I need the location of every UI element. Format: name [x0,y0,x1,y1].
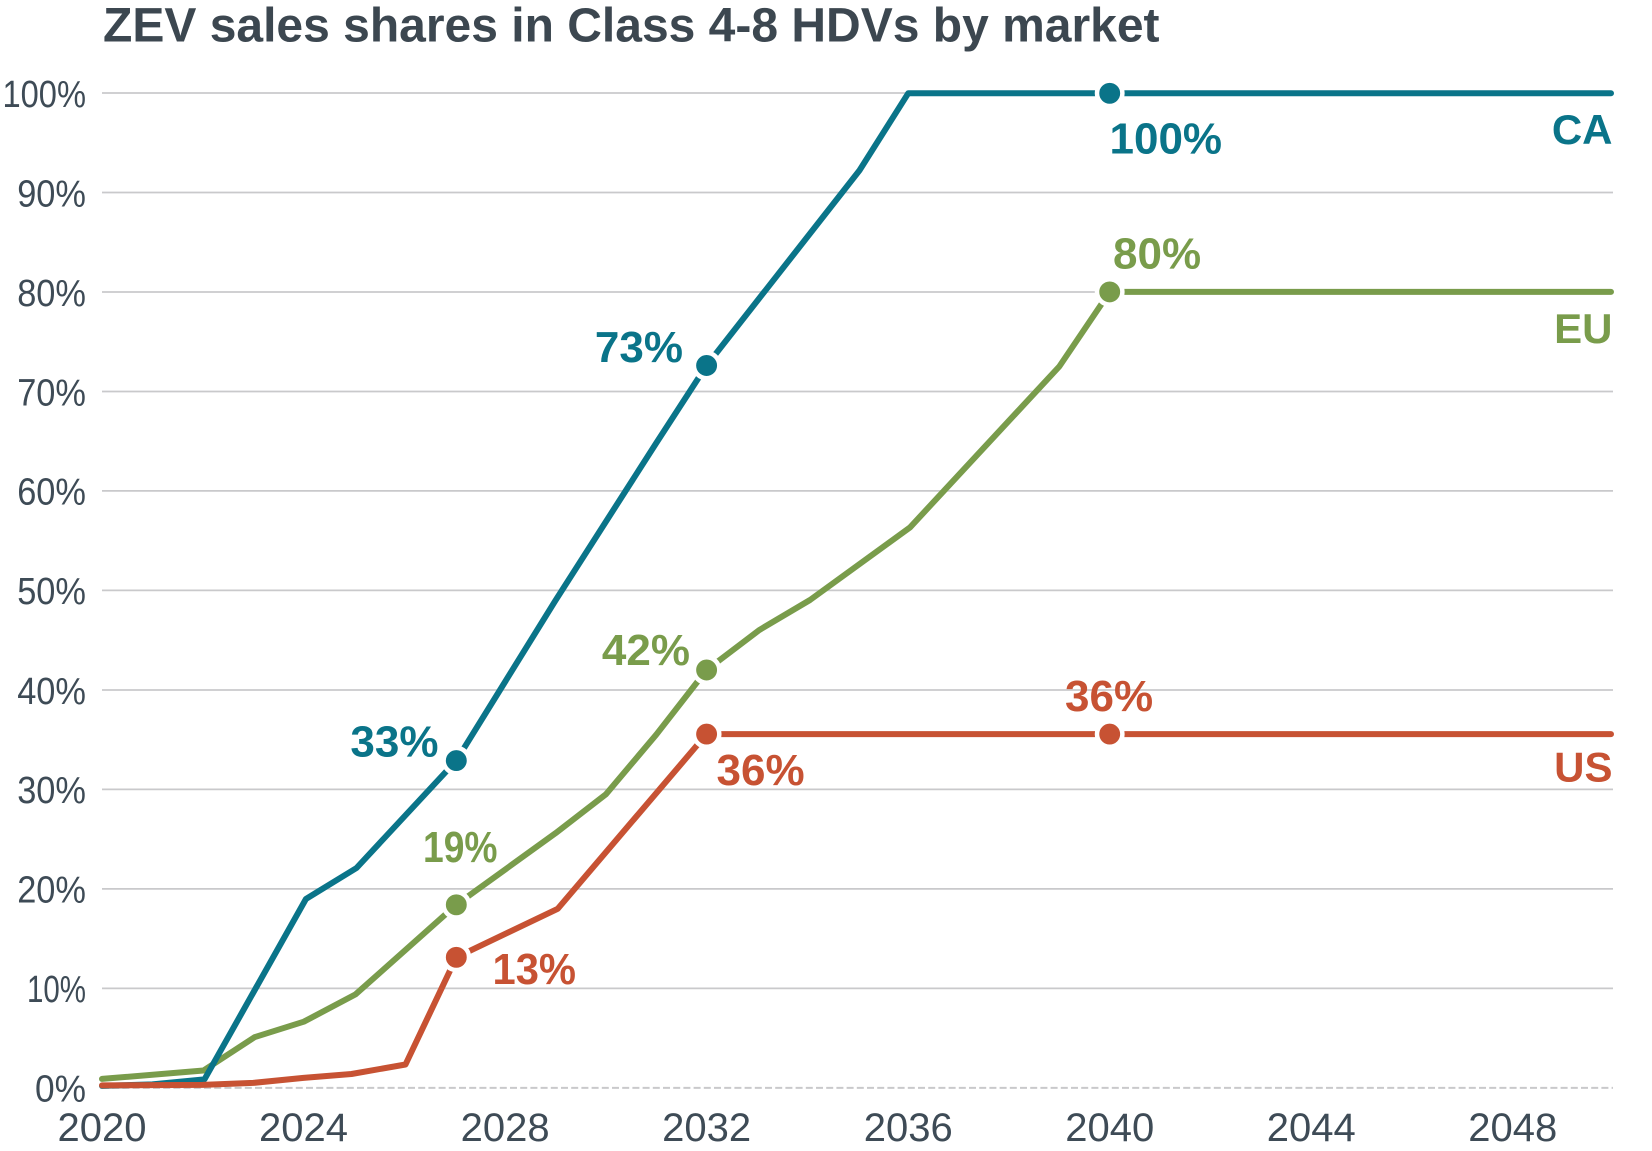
svg-text:CA: CA [1552,106,1613,153]
svg-text:0%: 0% [35,1069,86,1111]
svg-text:90%: 90% [17,173,86,215]
svg-text:73%: 73% [595,323,683,372]
svg-text:2040: 2040 [1065,1106,1154,1150]
svg-text:80%: 80% [1113,229,1201,278]
svg-text:70%: 70% [17,372,86,414]
svg-text:36%: 36% [1065,672,1153,721]
svg-text:ZEV sales shares in Class 4-8: ZEV sales shares in Class 4-8 HDVs by ma… [103,0,1160,53]
svg-text:42%: 42% [602,626,690,675]
svg-text:36%: 36% [717,746,805,795]
svg-text:2044: 2044 [1267,1106,1356,1150]
svg-text:2036: 2036 [864,1106,953,1150]
svg-text:2028: 2028 [461,1106,550,1150]
svg-text:EU: EU [1554,305,1612,352]
svg-text:2032: 2032 [662,1106,751,1150]
svg-text:100%: 100% [1110,115,1223,164]
svg-text:80%: 80% [17,273,86,315]
svg-text:US: US [1554,744,1612,791]
svg-text:20%: 20% [17,870,86,912]
svg-text:30%: 30% [17,770,86,812]
svg-text:2024: 2024 [259,1106,348,1150]
svg-text:33%: 33% [350,718,438,767]
svg-text:19%: 19% [423,823,498,872]
svg-text:40%: 40% [17,671,86,713]
svg-text:2048: 2048 [1468,1106,1557,1150]
svg-text:13%: 13% [493,945,577,994]
svg-text:60%: 60% [17,472,86,514]
svg-text:100%: 100% [3,74,87,116]
svg-text:10%: 10% [27,969,86,1011]
svg-text:50%: 50% [17,571,86,613]
svg-text:2020: 2020 [58,1106,147,1150]
